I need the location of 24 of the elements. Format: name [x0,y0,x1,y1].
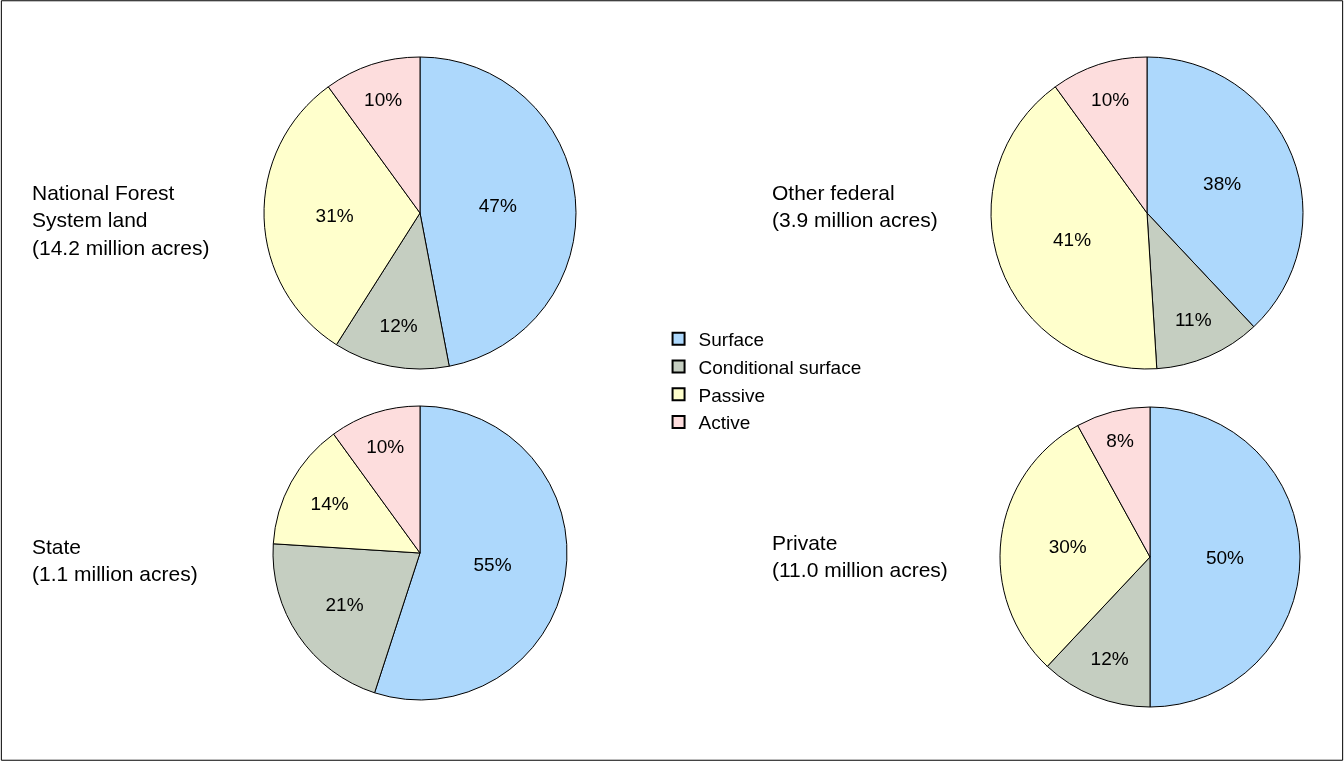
data-label: 38% [1203,172,1242,194]
data-label: 47% [478,195,517,217]
legend-label: Passive [698,384,766,406]
text: Other federal (3.9 million acres) [772,181,938,232]
data-label: 31% [315,205,354,227]
data-label: 11% [1174,309,1212,331]
legend-label: Conditional surface [698,356,862,378]
data-label: 10% [366,435,405,457]
text: State (1.1 million acres) [32,535,198,586]
data-label: 50% [1205,546,1245,568]
text: National Forest System land (14.2 million acres) [32,181,210,259]
text: Private (11.0 million acres) [772,531,948,582]
data-label: 12% [379,314,418,336]
legend-label: Surface [698,329,765,351]
data-label: 55% [473,554,512,575]
data-label: 12% [1090,648,1129,670]
data-label: 10% [1091,89,1130,111]
data-label: 41% [1053,229,1092,251]
data-label: 14% [310,492,349,514]
data-label: 30% [1048,536,1087,558]
data-label: 8% [1106,430,1134,452]
data-label: 10% [364,89,403,111]
data-label: 21% [325,593,364,615]
legend-label: Active [698,412,751,434]
